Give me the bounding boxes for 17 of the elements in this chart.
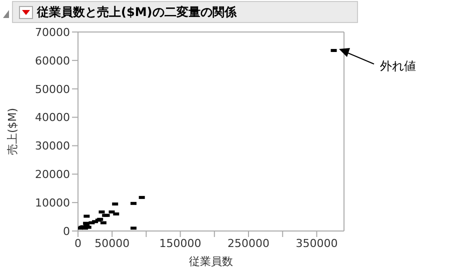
y-tick-label: 0 (63, 224, 70, 238)
y-axis-title: 売上($M) (6, 108, 19, 156)
y-tick-label: 50000 (35, 82, 70, 96)
x-tick-label: 150000 (159, 236, 202, 250)
x-tick-label: 350000 (296, 236, 338, 250)
y-tick-label: 10000 (35, 196, 70, 210)
y-tick-label: 70000 (35, 26, 70, 39)
y-tick-label: 20000 (35, 168, 70, 182)
x-axis-title: 従業員数 (189, 255, 233, 268)
y-tick-label: 30000 (35, 140, 70, 153)
chart-title: 従業員数と売上($M)の二変量の関係 (37, 4, 236, 20)
x-tick-label: 0 (74, 236, 82, 250)
x-tick-label: 250000 (228, 236, 270, 250)
x-tick-label: 50000 (94, 236, 130, 250)
y-tick-label: 60000 (35, 54, 70, 68)
y-tick-label: 40000 (35, 111, 70, 124)
text: 外れ値 (380, 58, 416, 75)
